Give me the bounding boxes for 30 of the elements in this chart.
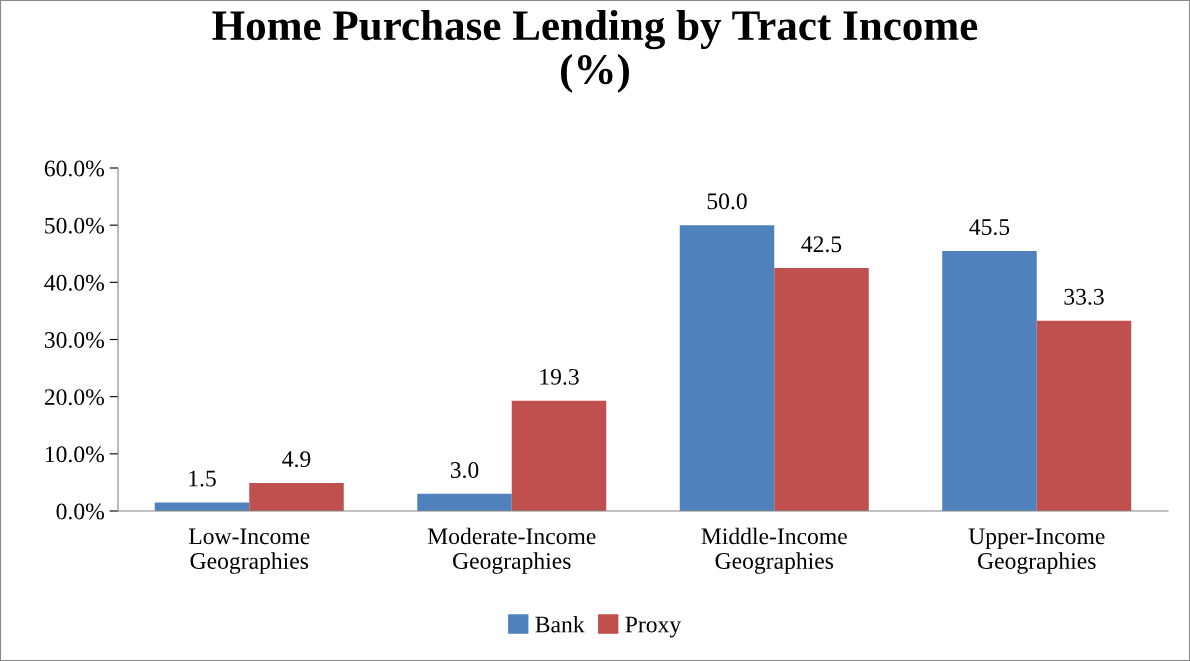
x-tick-label: Middle-Income Geographies <box>701 527 847 574</box>
y-tick-label: 60.0% <box>44 160 104 177</box>
y-tick-label: 40.0% <box>44 274 104 291</box>
y-tick-label: 0.0% <box>56 503 104 520</box>
y-tick-label: 30.0% <box>44 331 104 349</box>
bar <box>774 268 869 511</box>
bar <box>417 493 512 511</box>
bar <box>249 482 344 511</box>
data-label: 33.3 <box>1064 288 1104 305</box>
bar <box>511 400 607 511</box>
chart-title: Home Purchase Lending by Tract Income (%) <box>212 9 978 93</box>
y-tick-label: 20.0% <box>44 389 104 406</box>
bar <box>1036 320 1132 511</box>
data-label: 1.5 <box>189 470 216 487</box>
x-tick-label: Moderate-Income Geographies <box>427 527 596 574</box>
data-label: 3.0 <box>450 462 479 479</box>
data-label: 50.0 <box>707 193 747 210</box>
data-label: 45.5 <box>969 219 1010 236</box>
bar <box>679 225 775 511</box>
y-tick-label: 10.0% <box>45 446 104 463</box>
data-label: 19.3 <box>540 368 579 385</box>
bar <box>154 502 250 511</box>
y-tick-label: 50.0% <box>45 217 104 234</box>
legend-label: Proxy <box>625 616 682 638</box>
data-label: 42.5 <box>801 236 842 253</box>
x-tick-label: Upper-Income Geographies <box>968 528 1105 574</box>
legend-label: Bank <box>535 615 585 633</box>
x-tick-label: Low-Income Geographies <box>188 528 310 574</box>
data-label: 4.9 <box>282 451 311 468</box>
bar <box>942 250 1037 511</box>
